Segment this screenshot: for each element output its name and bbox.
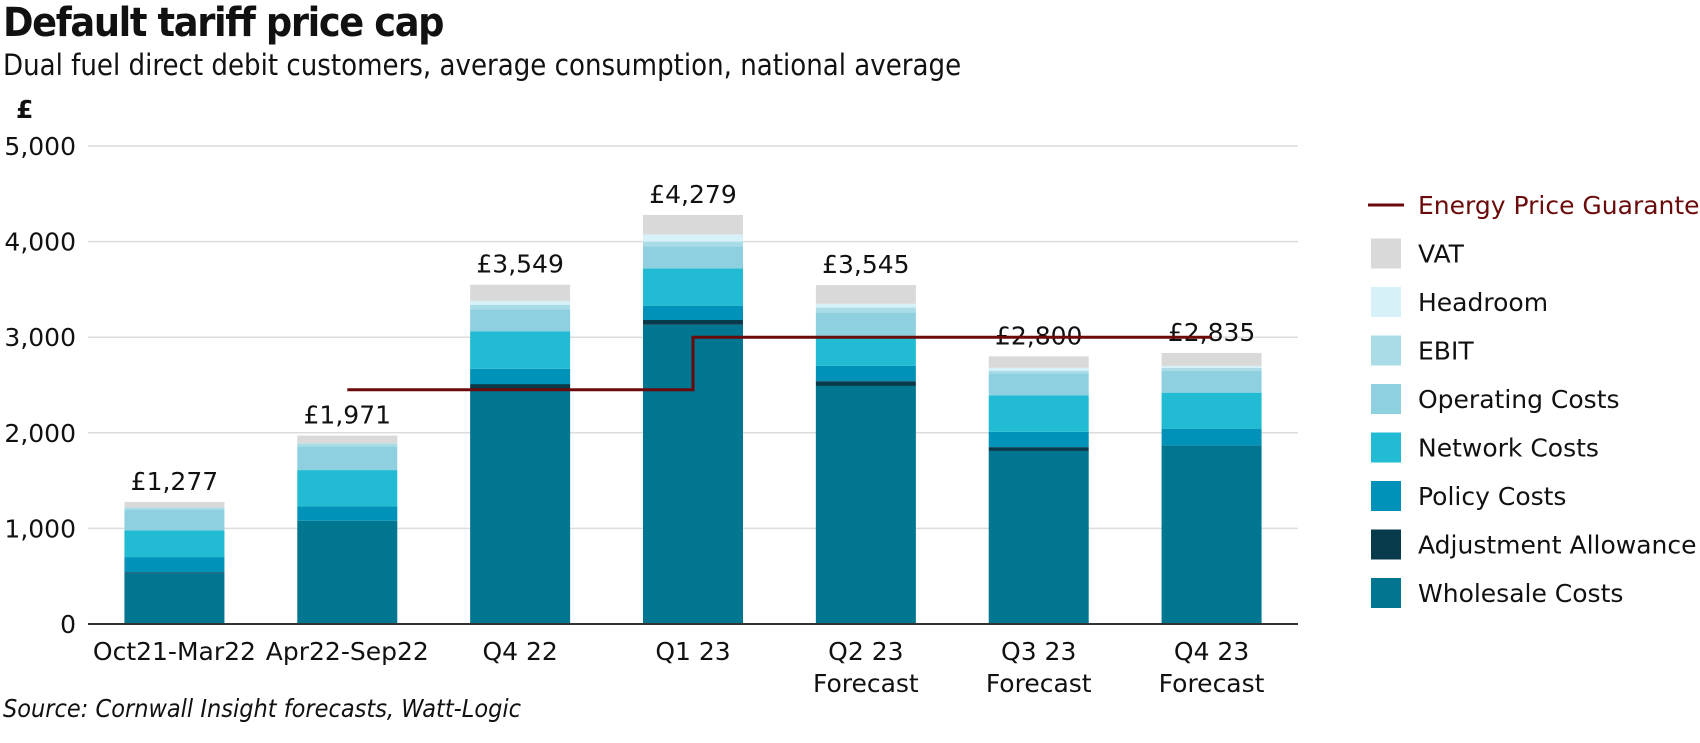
x-tick-label: Q3 23 bbox=[1001, 637, 1076, 666]
data-label-total: £1,971 bbox=[304, 401, 391, 430]
bar-segment-wholesale-costs bbox=[988, 450, 1089, 624]
bar-segment-operating-costs bbox=[124, 509, 225, 531]
chart-subtitle: Dual fuel direct debit customers, averag… bbox=[3, 48, 962, 82]
bar-segment-network-costs bbox=[124, 530, 225, 558]
bar-segment-ebit bbox=[815, 307, 916, 313]
bar-segment-network-costs bbox=[988, 395, 1089, 432]
chart-title: Default tariff price cap bbox=[3, 0, 445, 46]
legend-label: Adjustment Allowance bbox=[1418, 531, 1697, 560]
bar-segment-ebit bbox=[297, 443, 398, 447]
legend-swatch bbox=[1371, 578, 1401, 608]
bar-segment-vat bbox=[1161, 352, 1262, 366]
x-tick-label: Forecast bbox=[1159, 669, 1265, 698]
legend-label: Operating Costs bbox=[1418, 385, 1620, 414]
bar-segment-operating-costs bbox=[815, 312, 916, 337]
y-tick-label: 4,000 bbox=[4, 228, 76, 257]
bar-segment-vat bbox=[124, 501, 225, 508]
bar-segment-adjustment-allowance bbox=[815, 381, 916, 386]
bar-segment-ebit bbox=[470, 304, 571, 310]
bar-segment-ebit bbox=[1161, 367, 1262, 371]
x-tick-label: Apr22-Sep22 bbox=[266, 637, 429, 666]
bar-segment-adjustment-allowance bbox=[124, 572, 225, 574]
bar-segment-adjustment-allowance bbox=[643, 319, 743, 325]
bar-segment-policy-costs bbox=[643, 305, 743, 320]
bar-segment-operating-costs bbox=[643, 246, 743, 269]
bar-segment-headroom bbox=[643, 234, 743, 242]
y-tick-label: 5,000 bbox=[4, 132, 76, 161]
data-label-total: £3,545 bbox=[822, 250, 909, 279]
chart-source: Source: Cornwall Insight forecasts, Watt… bbox=[3, 694, 522, 723]
bar-segment-operating-costs bbox=[988, 373, 1089, 396]
legend-swatch bbox=[1371, 384, 1401, 414]
bar-segment-wholesale-costs bbox=[470, 389, 571, 624]
x-tick-label: Q4 23 bbox=[1174, 637, 1249, 666]
legend-swatch bbox=[1371, 432, 1401, 463]
bar-segment-wholesale-costs bbox=[297, 520, 398, 624]
data-label-total: £1,277 bbox=[131, 467, 218, 496]
legend-label: Policy Costs bbox=[1418, 482, 1566, 511]
y-tick-label: 2,000 bbox=[4, 419, 76, 448]
legend-swatch bbox=[1371, 335, 1401, 366]
x-tick-label: Forecast bbox=[813, 669, 919, 698]
bar-segment-policy-costs bbox=[124, 557, 225, 573]
bar-segment-network-costs bbox=[470, 331, 571, 369]
legend-swatch bbox=[1371, 481, 1401, 511]
bar-segment-wholesale-costs bbox=[124, 573, 225, 624]
legend-label: Energy Price Guarantee bbox=[1418, 191, 1700, 220]
legend-swatch bbox=[1371, 238, 1401, 269]
bar-segment-wholesale-costs bbox=[1161, 445, 1262, 624]
x-tick-label: Forecast bbox=[986, 669, 1092, 698]
bar-segment-network-costs bbox=[1161, 392, 1262, 429]
legend-swatch bbox=[1371, 287, 1401, 317]
x-tick-label: Q2 23 bbox=[828, 637, 903, 666]
bar-segment-policy-costs bbox=[470, 368, 571, 385]
bar-segment-wholesale-costs bbox=[815, 385, 916, 624]
bar-segment-ebit bbox=[643, 241, 743, 247]
data-label-total: £3,549 bbox=[476, 250, 563, 279]
bar-segment-vat bbox=[988, 356, 1089, 368]
bar-segment-policy-costs bbox=[1161, 428, 1262, 446]
energy-price-guarantee-line bbox=[347, 335, 1212, 392]
y-tick-label: 3,000 bbox=[4, 323, 76, 352]
x-tick-label: Oct21-Mar22 bbox=[93, 637, 256, 666]
bar-segment-ebit bbox=[124, 507, 225, 510]
bar-segment-vat bbox=[297, 435, 398, 444]
legend-swatch bbox=[1371, 529, 1401, 560]
bar-segment-headroom bbox=[1161, 365, 1262, 368]
legend-label: Wholesale Costs bbox=[1418, 579, 1623, 608]
bar-segment-ebit bbox=[988, 370, 1089, 374]
y-axis-label: £ bbox=[16, 95, 33, 124]
legend-label: EBIT bbox=[1418, 337, 1474, 366]
x-tick-label: Q1 23 bbox=[655, 637, 730, 666]
y-tick-label: 0 bbox=[60, 610, 76, 639]
bar-segment-headroom bbox=[988, 367, 1089, 371]
bar-segment-adjustment-allowance bbox=[470, 384, 571, 390]
bar-segment-headroom bbox=[815, 303, 916, 308]
bar-segment-vat bbox=[470, 284, 571, 301]
bar-segment-network-costs bbox=[643, 268, 743, 306]
bar-segment-policy-costs bbox=[815, 365, 916, 382]
bar-segment-operating-costs bbox=[470, 309, 571, 332]
bar-segment-operating-costs bbox=[1161, 370, 1262, 393]
data-label-total: £4,279 bbox=[649, 180, 736, 209]
y-tick-label: 1,000 bbox=[4, 514, 76, 543]
bar-segment-network-costs bbox=[815, 336, 916, 366]
x-tick-label: Q4 22 bbox=[482, 637, 557, 666]
bar-segment-policy-costs bbox=[297, 506, 398, 521]
legend-label: Headroom bbox=[1418, 288, 1548, 317]
bar-segment-vat bbox=[815, 285, 916, 304]
bar-segment-headroom bbox=[470, 300, 571, 305]
bar-segment-operating-costs bbox=[297, 446, 398, 471]
legend-label: Network Costs bbox=[1418, 434, 1599, 463]
bar-segment-adjustment-allowance bbox=[988, 447, 1089, 451]
bar-segment-vat bbox=[643, 214, 743, 235]
legend-label: VAT bbox=[1418, 240, 1465, 269]
bar-segment-network-costs bbox=[297, 470, 398, 507]
bar-segment-policy-costs bbox=[988, 431, 1089, 448]
data-label-total: £2,835 bbox=[1168, 318, 1255, 347]
